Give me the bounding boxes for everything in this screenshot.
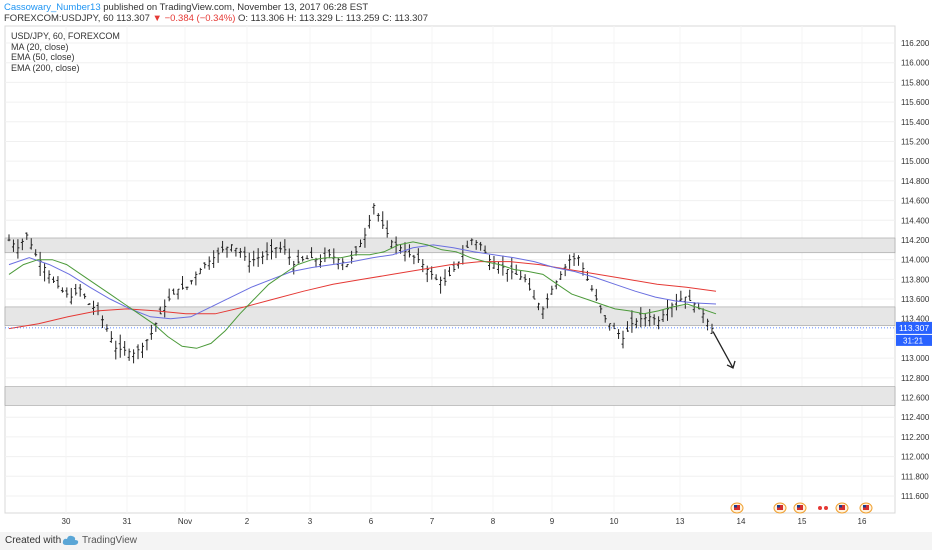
sr-zone bbox=[4, 306, 896, 326]
x-tick-label: 30 bbox=[62, 517, 71, 526]
legend-ma20[interactable]: MA (20, close) bbox=[11, 41, 69, 52]
flag-canton bbox=[797, 505, 800, 508]
price-axis[interactable]: 116.200 116.000 115.800 115.600 115.400 115.2… bbox=[901, 39, 930, 501]
y-tick-label: 112.800 bbox=[901, 374, 930, 383]
x-tick-label: 31 bbox=[123, 517, 132, 526]
x-tick-label: 3 bbox=[308, 517, 313, 526]
flag-canton bbox=[863, 505, 866, 508]
y-tick-label: 112.000 bbox=[901, 453, 930, 462]
y-tick-label: 112.600 bbox=[901, 394, 930, 403]
us-flag-event-icon[interactable] bbox=[859, 502, 873, 514]
y-tick-label: 112.200 bbox=[901, 433, 930, 442]
y-tick-label: 113.600 bbox=[901, 295, 930, 304]
economic-events[interactable] bbox=[730, 502, 873, 514]
x-tick-label: 8 bbox=[491, 517, 496, 526]
y-tick-label: 115.800 bbox=[901, 78, 930, 87]
last-price-tag bbox=[896, 321, 932, 334]
flag-canton bbox=[734, 505, 737, 508]
price-change: ▼ −0.384 (−0.34%) bbox=[152, 13, 236, 24]
x-tick-label: 6 bbox=[369, 517, 374, 526]
x-tick-label: 13 bbox=[676, 517, 685, 526]
x-tick-label: 9 bbox=[550, 517, 555, 526]
y-tick-label: 113.400 bbox=[901, 315, 930, 324]
symbol-line: FOREXCOM:USDJPY, 60 113.307 ▼ −0.384 (−0… bbox=[4, 13, 428, 24]
flag-canton bbox=[777, 505, 780, 508]
time-axis[interactable]: 30 31 Nov 2 3 6 7 8 9 10 13 14 15 16 bbox=[62, 517, 867, 526]
y-tick-label: 116.200 bbox=[901, 39, 930, 48]
x-tick-label: Nov bbox=[178, 517, 192, 526]
x-tick-label: 10 bbox=[610, 517, 619, 526]
y-tick-label: 115.600 bbox=[901, 98, 930, 107]
author-link[interactable]: Cassowary_Number13 bbox=[4, 2, 101, 13]
x-tick-label: 7 bbox=[430, 517, 435, 526]
y-tick-label: 114.200 bbox=[901, 236, 930, 245]
price-chart[interactable]: 116.200 116.000 115.800 115.600 115.400 115.2… bbox=[0, 0, 932, 532]
y-tick-label: 114.800 bbox=[901, 177, 930, 186]
created-with-text: Created with bbox=[5, 535, 62, 546]
tradingview-cloud-icon bbox=[62, 535, 79, 545]
footer-bar: Created with TradingView bbox=[0, 532, 932, 550]
legend-ema50[interactable]: EMA (50, close) bbox=[11, 52, 75, 62]
y-tick-label: 111.800 bbox=[901, 472, 929, 481]
us-flag-event-icon[interactable] bbox=[835, 502, 849, 514]
ma20-line bbox=[8, 241, 717, 349]
countdown-tag bbox=[896, 334, 932, 346]
y-tick-label: 111.600 bbox=[901, 492, 929, 501]
symbol-info: FOREXCOM:USDJPY, 60 113.307 bbox=[4, 13, 153, 24]
legend-symbol: USD/JPY, 60, FOREXCOM bbox=[11, 31, 120, 41]
projection-arrow bbox=[712, 331, 734, 369]
publish-info: published on TradingView.com, November 1… bbox=[100, 2, 369, 13]
x-tick-label: 15 bbox=[798, 517, 807, 526]
publish-line: Cassowary_Number13 published on TradingV… bbox=[4, 2, 368, 13]
y-tick-label: 115.400 bbox=[901, 118, 930, 127]
tradingview-brand[interactable]: TradingView bbox=[82, 535, 138, 546]
countdown-label: 31:21 bbox=[903, 336, 924, 345]
plot-area bbox=[4, 25, 896, 514]
ema50-line bbox=[8, 244, 717, 320]
sr-zone bbox=[4, 386, 896, 406]
us-flag-event-icon[interactable] bbox=[730, 502, 744, 514]
x-tick-label: 16 bbox=[858, 517, 867, 526]
x-tick-label: 2 bbox=[245, 517, 250, 526]
last-price-label: 113.307 bbox=[899, 323, 929, 333]
indicator-lines bbox=[8, 241, 736, 369]
x-tick-label: 14 bbox=[737, 517, 746, 526]
y-tick-label: 112.400 bbox=[901, 413, 930, 422]
ema200-line bbox=[8, 261, 717, 330]
indicator-legend: USD/JPY, 60, FOREXCOM MA (20, close) EMA… bbox=[11, 31, 120, 73]
y-tick-label: 114.000 bbox=[901, 256, 930, 265]
legend-ema200[interactable]: EMA (200, close) bbox=[11, 62, 80, 73]
y-tick-label: 115.000 bbox=[901, 157, 930, 166]
event-dot bbox=[824, 506, 828, 510]
price-bars bbox=[7, 203, 714, 364]
y-tick-label: 116.000 bbox=[901, 59, 930, 68]
y-tick-label: 114.400 bbox=[901, 216, 930, 225]
ohlc-values: O: 113.306 H: 113.329 L: 113.259 C: 113.… bbox=[235, 13, 428, 24]
y-tick-label: 113.000 bbox=[901, 354, 930, 363]
projection-arrowhead bbox=[726, 360, 736, 369]
us-flag-event-icon[interactable] bbox=[773, 502, 787, 514]
price-tags: 113.307 31:21 bbox=[5, 321, 932, 346]
event-dot bbox=[818, 506, 822, 510]
y-tick-label: 114.600 bbox=[901, 197, 930, 206]
y-tick-label: 115.200 bbox=[901, 137, 930, 146]
flag-canton bbox=[839, 505, 842, 508]
chart-header: Cassowary_Number13 published on TradingV… bbox=[0, 0, 932, 26]
y-tick-label: 113.800 bbox=[901, 275, 930, 284]
us-flag-event-icon[interactable] bbox=[793, 502, 807, 514]
